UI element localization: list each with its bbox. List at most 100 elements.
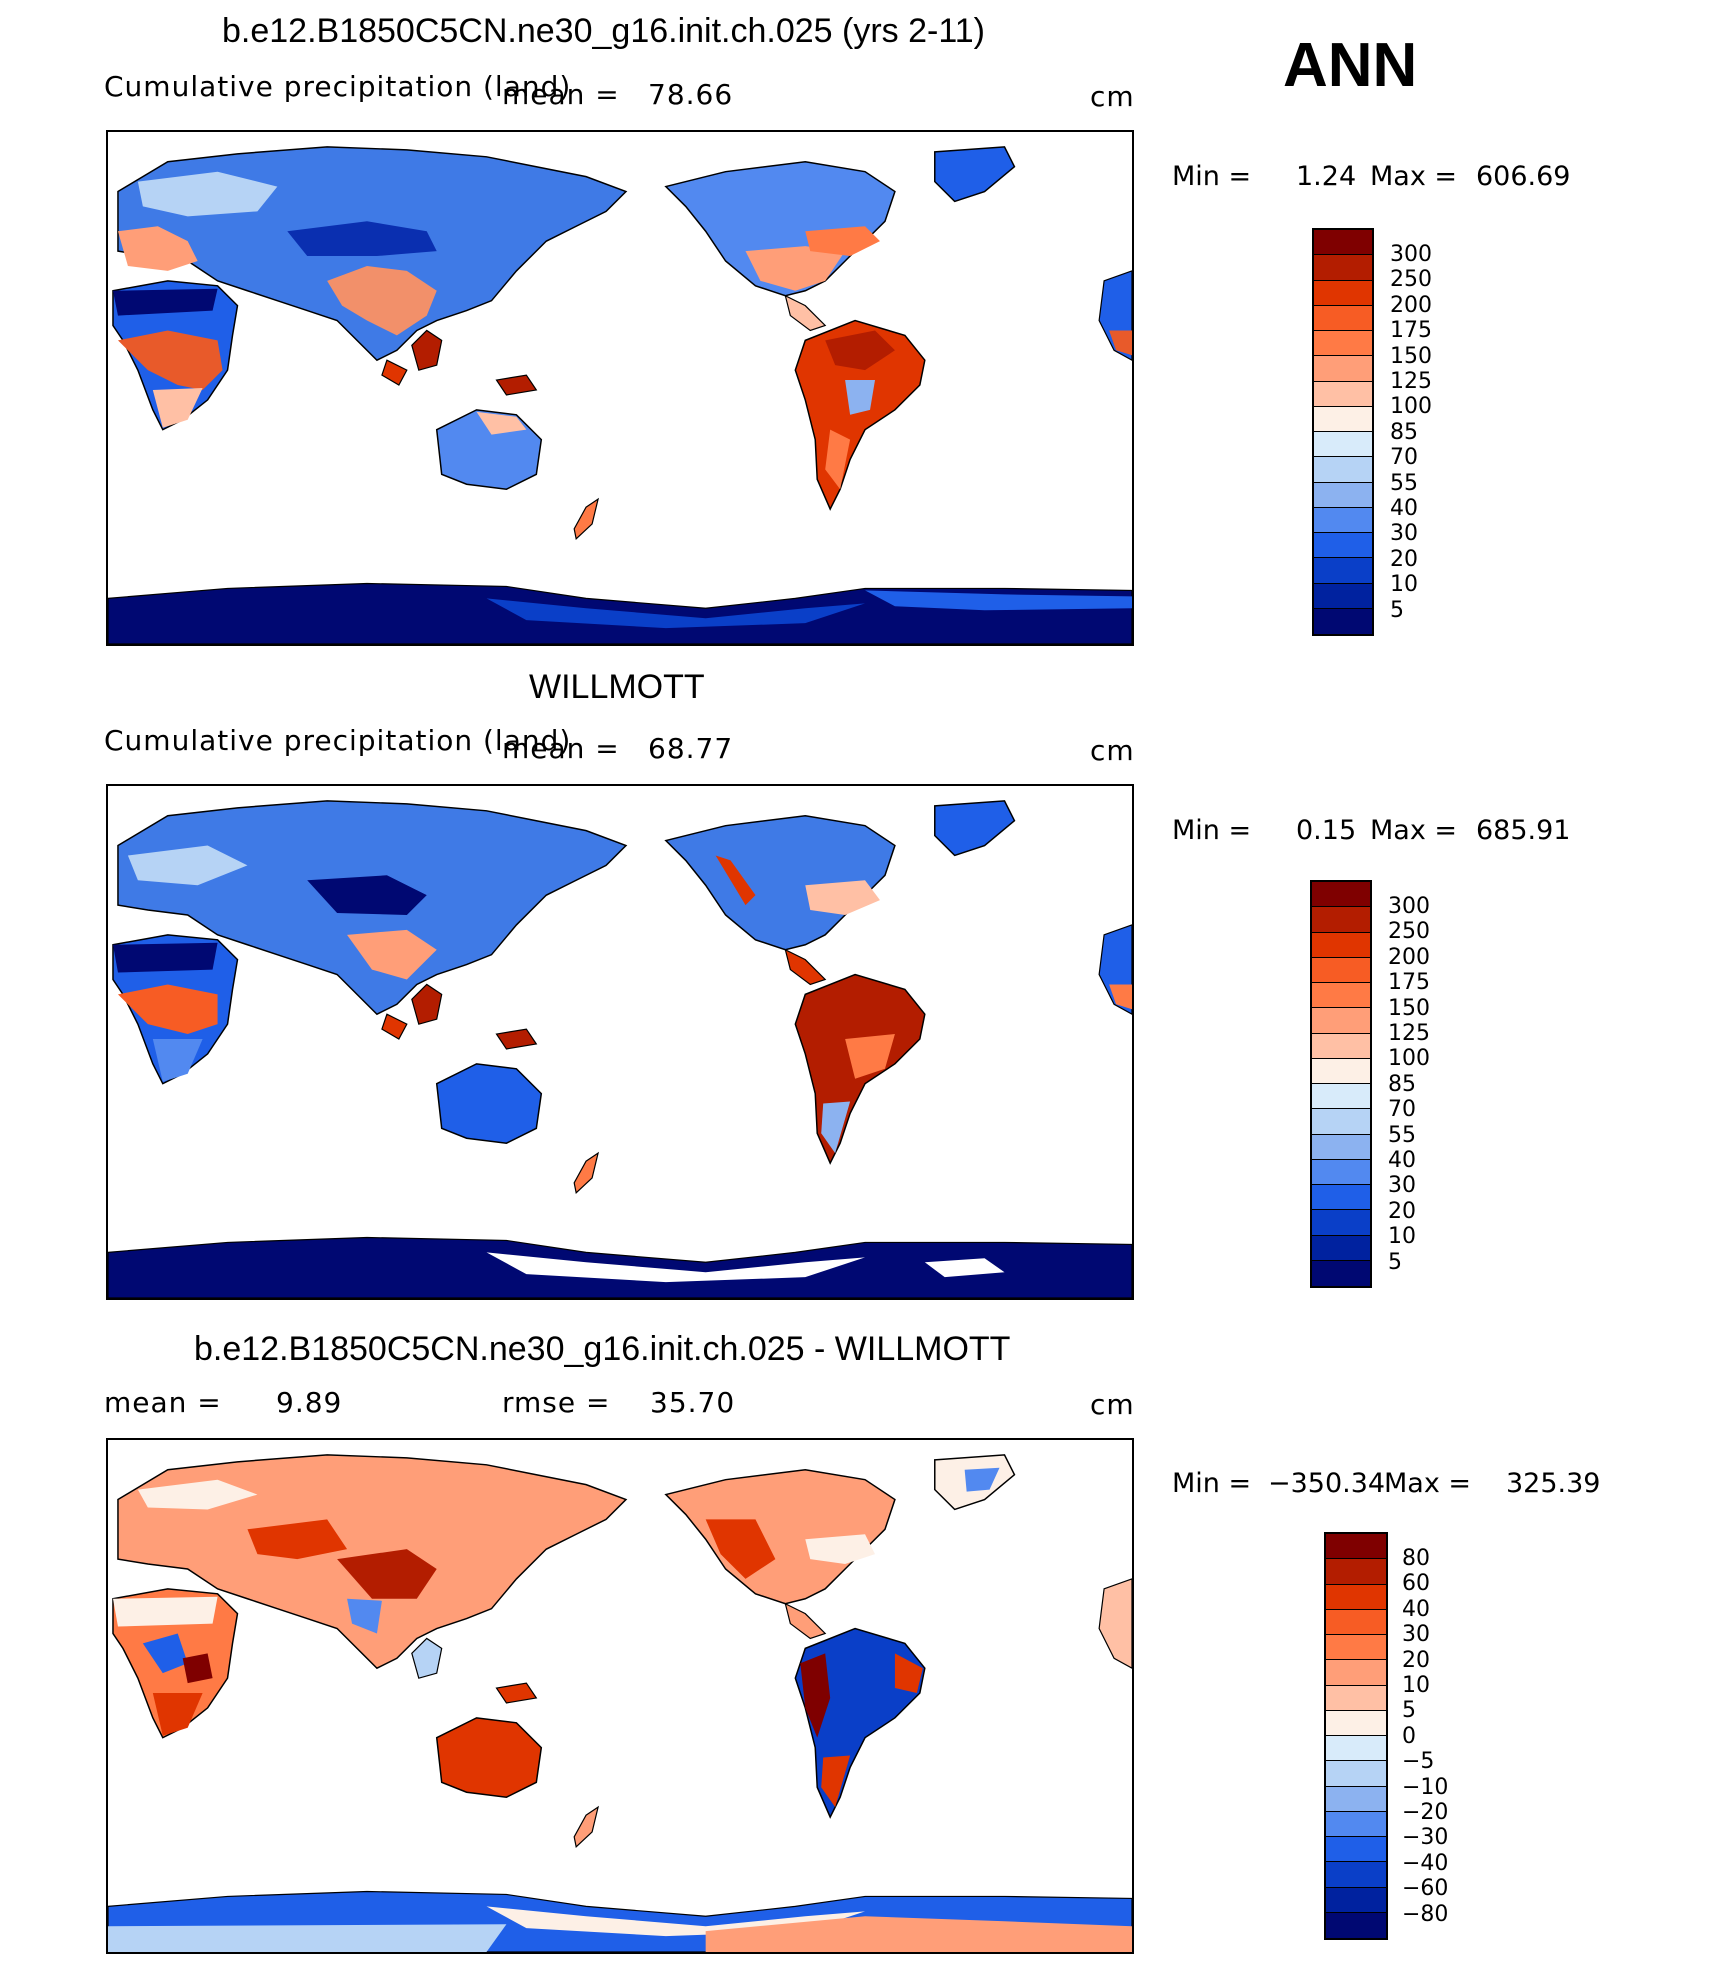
panel2-mean-label: mean =: [502, 732, 620, 765]
colorbar-label: −80: [1402, 1901, 1449, 1927]
panel1-map: [106, 130, 1134, 646]
panel3-min-value: −350.34: [1268, 1468, 1386, 1499]
colorbar-label: 85: [1388, 1071, 1416, 1097]
colorbar-label: 55: [1390, 470, 1418, 496]
colorbar-label: 30: [1402, 1622, 1430, 1648]
colorbar-label: 20: [1388, 1198, 1416, 1224]
panel3-rmse-value: 35.70: [650, 1386, 736, 1419]
colorbar-swatch: [1314, 533, 1372, 559]
colorbar-swatch: [1326, 1660, 1386, 1686]
colorbar-label: −60: [1402, 1876, 1449, 1902]
colorbar-swatch: [1312, 983, 1370, 1009]
panel2-greenland: [934, 800, 1016, 857]
panel2-max-label: Max =: [1370, 815, 1458, 846]
colorbar-label: 5: [1390, 597, 1404, 623]
panel2-north-america: [664, 815, 896, 951]
panel2-title: WILLMOTT: [529, 668, 705, 706]
panel3-map: [106, 1438, 1134, 1954]
colorbar-swatch: [1326, 1559, 1386, 1585]
colorbar-label: 175: [1388, 970, 1430, 996]
colorbar-label: 300: [1388, 894, 1430, 919]
panel1-max-value: 606.69: [1476, 161, 1571, 192]
panel1-title: b.e12.B1850C5CN.ne30_g16.init.ch.025 (yr…: [222, 12, 985, 50]
colorbar-label: 200: [1388, 944, 1430, 970]
colorbar-label: 30: [1388, 1173, 1416, 1199]
colorbar-swatch: [1312, 957, 1370, 983]
colorbar-swatch: [1314, 255, 1372, 281]
colorbar-swatch: [1312, 1058, 1370, 1084]
colorbar-label: 55: [1388, 1122, 1416, 1148]
panel3-units: cm: [1090, 1388, 1135, 1421]
colorbar-swatch: [1326, 1887, 1386, 1913]
panel3-mean-value: 9.89: [276, 1386, 343, 1419]
colorbar-swatch: [1314, 432, 1372, 458]
colorbar-label: 40: [1388, 1148, 1416, 1174]
colorbar-swatch: [1312, 1084, 1370, 1110]
colorbar-label: 40: [1402, 1596, 1430, 1622]
panel1-colorbar: [1312, 228, 1374, 636]
panel1-mean-label: mean =: [502, 78, 620, 111]
colorbar-label: 175: [1390, 318, 1432, 344]
colorbar-label: −40: [1402, 1850, 1449, 1876]
panel1-mean-value: 78.66: [648, 78, 734, 111]
colorbar-label: 60: [1402, 1571, 1430, 1597]
colorbar-label: 100: [1390, 394, 1432, 420]
panel3-australia: [435, 1717, 543, 1798]
colorbar-label: 150: [1388, 995, 1430, 1021]
colorbar-swatch: [1326, 1786, 1386, 1812]
panel2-units: cm: [1090, 734, 1135, 767]
colorbar-swatch: [1312, 932, 1370, 958]
colorbar-swatch: [1312, 1134, 1370, 1160]
colorbar-swatch: [1314, 457, 1372, 483]
colorbar-label: 5: [1388, 1249, 1402, 1275]
colorbar-label: 20: [1390, 546, 1418, 572]
colorbar-swatch: [1326, 1862, 1386, 1888]
colorbar-label: −30: [1402, 1825, 1449, 1851]
panel3-mean-label: mean =: [104, 1386, 222, 1419]
colorbar-swatch: [1314, 230, 1372, 256]
colorbar-label: 70: [1390, 445, 1418, 471]
colorbar-swatch: [1326, 1912, 1386, 1938]
panel3-colorbar: [1324, 1532, 1388, 1940]
colorbar-label: 85: [1390, 419, 1418, 445]
panel2-subtitle: Cumulative precipitation (land): [104, 724, 572, 757]
colorbar-swatch: [1326, 1811, 1386, 1837]
panel2-map: [106, 784, 1134, 1300]
colorbar-label: 250: [1388, 919, 1430, 945]
colorbar-swatch: [1314, 406, 1372, 432]
colorbar-label: 125: [1390, 369, 1432, 395]
colorbar-swatch: [1314, 507, 1372, 533]
panel3-max-label: Max =: [1384, 1468, 1472, 1499]
colorbar-swatch: [1312, 1159, 1370, 1185]
colorbar-label: 125: [1388, 1021, 1430, 1047]
panel1-units: cm: [1090, 80, 1135, 113]
colorbar-swatch: [1326, 1837, 1386, 1863]
panel2-max-value: 685.91: [1476, 815, 1571, 846]
colorbar-label: 20: [1402, 1647, 1430, 1673]
panel1-min-label: Min =: [1172, 161, 1252, 192]
colorbar-swatch: [1326, 1584, 1386, 1610]
panel2-min-label: Min =: [1172, 815, 1252, 846]
panel2-colorbar: [1310, 880, 1372, 1288]
panel1-subtitle: Cumulative precipitation (land): [104, 70, 572, 103]
colorbar-swatch: [1312, 1235, 1370, 1261]
colorbar-label: 70: [1388, 1097, 1416, 1123]
colorbar-swatch: [1312, 1008, 1370, 1034]
colorbar-label: 100: [1388, 1046, 1430, 1072]
panel2-colorbar-labels: 300 250 200 175 150 125 100 85 70 55 40 30 20 10 5: [1388, 894, 1430, 1275]
panel3-max-value: 325.39: [1506, 1468, 1601, 1499]
colorbar-label: 10: [1388, 1224, 1416, 1250]
colorbar-swatch: [1314, 356, 1372, 382]
panel1-colorbar-labels: 300 250 200 175 150 125 100 85 70 55 40 30 20 10 5: [1390, 242, 1432, 623]
panel1-min-value: 1.24: [1296, 161, 1357, 192]
panel1-greenland: [934, 146, 1016, 203]
colorbar-label: 300: [1390, 242, 1432, 267]
panel2-map-canvas: [108, 800, 1132, 1298]
colorbar-label: −10: [1402, 1774, 1449, 1800]
panel3-title: b.e12.B1850C5CN.ne30_g16.init.ch.025 - W…: [194, 1330, 1011, 1368]
colorbar-swatch: [1326, 1534, 1386, 1560]
colorbar-swatch: [1314, 305, 1372, 331]
colorbar-label: 40: [1390, 496, 1418, 522]
colorbar-swatch: [1314, 482, 1372, 508]
panel2-australia: [435, 1063, 543, 1144]
